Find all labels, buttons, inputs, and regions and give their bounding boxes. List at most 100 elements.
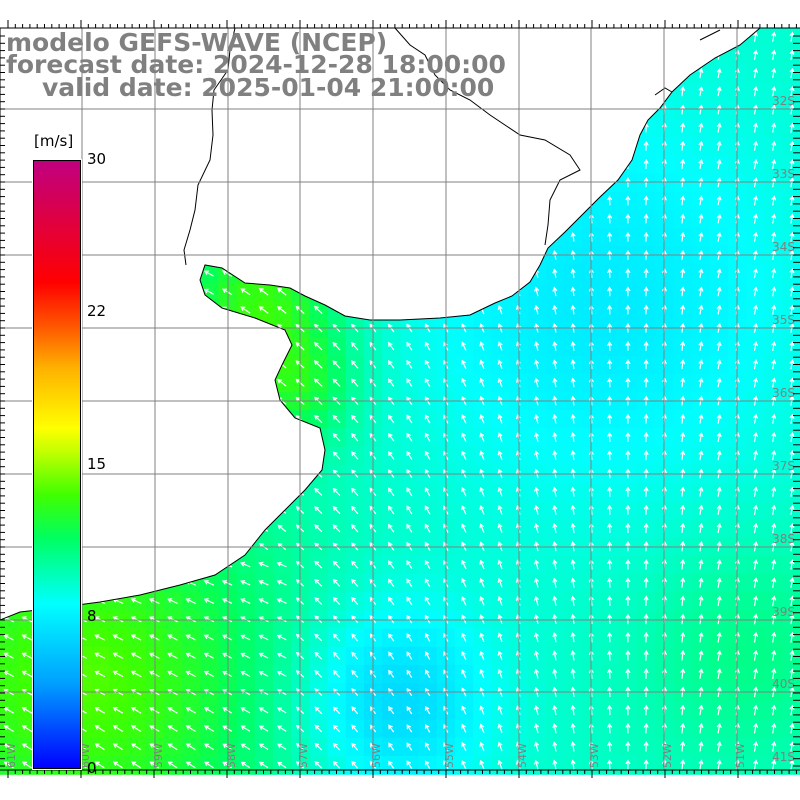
- wind-arrow: [570, 632, 576, 643]
- wind-arrow: [406, 669, 413, 678]
- wind-arrow: [643, 759, 649, 770]
- wind-arrow: [424, 651, 431, 660]
- wind-arrow: [461, 760, 467, 770]
- wind-arrow: [680, 722, 686, 734]
- wind-arrow: [332, 670, 341, 678]
- wind-arrow: [479, 341, 485, 351]
- wind-arrow: [534, 359, 540, 370]
- wind-arrow: [716, 741, 722, 752]
- wind-arrow: [570, 668, 576, 679]
- wind-arrow: [497, 595, 503, 606]
- wind-arrow: [479, 505, 485, 515]
- wind-arrow: [3, 761, 14, 769]
- wind-arrow: [497, 486, 503, 497]
- wind-arrow: [771, 31, 777, 42]
- wind-arrow: [351, 451, 359, 460]
- wind-arrow: [314, 633, 323, 642]
- wind-arrow: [698, 413, 704, 424]
- wind-arrow: [351, 706, 359, 715]
- wind-arrow: [698, 195, 704, 206]
- wind-arrow: [570, 577, 576, 588]
- wind-arrow: [479, 723, 485, 734]
- lat-label: 32S: [772, 94, 795, 108]
- wind-arrow: [789, 431, 795, 443]
- wind-arrow: [276, 652, 287, 659]
- wind-arrow: [203, 670, 215, 678]
- lon-label: 60W: [79, 743, 92, 768]
- wind-arrow: [534, 522, 540, 534]
- wind-arrow: [570, 741, 576, 752]
- wind-arrow: [771, 304, 777, 315]
- wind-arrow: [534, 723, 540, 734]
- wind-arrow: [698, 650, 704, 661]
- wind-arrow: [643, 559, 649, 570]
- wind-arrow: [607, 268, 613, 279]
- wind-arrow: [771, 67, 777, 79]
- wind-arrow: [643, 213, 649, 224]
- wind-arrow: [203, 580, 215, 586]
- wind-arrow: [607, 631, 613, 643]
- wind-arrow: [406, 560, 413, 570]
- wind-arrow: [276, 707, 287, 714]
- wind-arrow: [203, 598, 215, 604]
- wind-arrow: [643, 722, 649, 734]
- wind-arrow: [314, 524, 323, 533]
- lat-label: 37S: [772, 459, 795, 473]
- wind-arrow: [497, 650, 503, 661]
- wind-arrow: [185, 743, 196, 751]
- wind-arrow: [258, 288, 269, 296]
- wind-arrow: [497, 304, 503, 315]
- wind-arrow: [698, 431, 704, 443]
- wind-arrow: [94, 761, 105, 769]
- wind-arrow: [479, 559, 485, 570]
- wind-arrow: [789, 413, 795, 424]
- wind-arrow: [21, 670, 33, 678]
- wind-arrow: [716, 286, 722, 297]
- wind-arrow: [698, 86, 704, 97]
- wind-arrow: [332, 706, 341, 715]
- wind-arrow: [185, 707, 196, 714]
- wind-arrow: [771, 104, 777, 115]
- graticule: 61W 60W 59W 58W 57W 56W 55W 54W 53W 52W 51W 32S 33S 3…: [0, 28, 800, 770]
- wind-arrow: [752, 177, 759, 188]
- wind-arrow: [771, 231, 777, 242]
- wind-arrow: [789, 486, 795, 497]
- wind-arrow: [716, 486, 722, 497]
- wind-arrow: [167, 670, 178, 678]
- wind-arrow: [258, 761, 269, 769]
- wind-arrow: [277, 743, 287, 750]
- wind-arrow: [314, 706, 323, 715]
- wind-arrow: [570, 595, 576, 606]
- wind-arrow: [130, 707, 142, 714]
- wind-arrow: [277, 761, 287, 769]
- wind-arrow: [643, 304, 649, 315]
- wind-arrow: [534, 632, 540, 643]
- wind-arrow: [607, 359, 613, 370]
- wind-arrow: [461, 450, 467, 461]
- wind-arrow: [497, 432, 503, 442]
- wind-arrow: [771, 413, 777, 424]
- wind-arrow: [406, 760, 413, 770]
- wind-arrow: [314, 651, 323, 660]
- wind-arrow: [607, 522, 613, 534]
- wind-arrow: [388, 378, 395, 387]
- wind-arrow: [716, 431, 722, 443]
- wind-arrow: [388, 760, 395, 769]
- wind-arrow: [680, 741, 686, 752]
- wind-arrow: [643, 341, 649, 351]
- wind-arrow: [424, 487, 431, 497]
- wind-arrow: [716, 577, 722, 588]
- wind-arrow: [240, 561, 251, 568]
- forecast-date: forecast date: 2024-12-28 18:00:00: [6, 50, 506, 79]
- wind-arrow: [752, 304, 759, 315]
- wind-arrow: [680, 668, 686, 679]
- wind-arrow: [570, 359, 576, 370]
- wind-arrow: [479, 705, 485, 715]
- wind-arrow: [461, 596, 467, 606]
- wind-arrow: [112, 707, 124, 714]
- wind-arrow: [351, 433, 359, 442]
- wind-arrow: [240, 288, 251, 296]
- wind-arrow: [461, 359, 467, 369]
- wind-arrow: [680, 522, 686, 534]
- wind-arrow: [424, 596, 431, 606]
